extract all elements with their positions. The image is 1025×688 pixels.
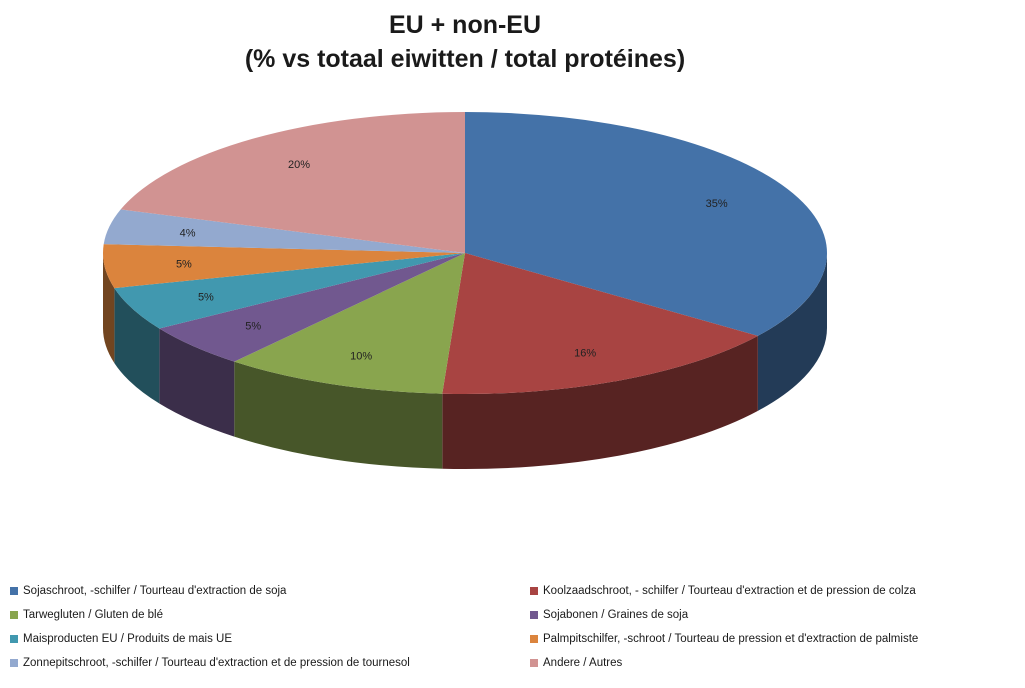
legend-label: Andere / Autres bbox=[543, 657, 623, 669]
legend-swatch bbox=[10, 611, 18, 619]
pie-slice-3 bbox=[234, 253, 465, 394]
pie-labels: 35% 16% 10% 5% 5% 5% 4% 20% bbox=[176, 159, 728, 362]
pie-slice-side-4 bbox=[159, 328, 235, 437]
legend-swatch bbox=[530, 611, 538, 619]
pie-slice-side-2 bbox=[442, 335, 758, 469]
legend-label: Koolzaadschroot, - schilfer / Tourteau d… bbox=[543, 585, 916, 597]
pie-slice-7 bbox=[103, 209, 465, 253]
legend-label: Zonnepitschroot, -schilfer / Tourteau d'… bbox=[23, 657, 410, 669]
pie-slice-8 bbox=[120, 112, 466, 253]
legend-swatch bbox=[530, 587, 538, 595]
chart-title-line-2: (% vs totaal eiwitten / total protéines) bbox=[244, 45, 686, 73]
legend-item-3: Tarwegluten / Gluten de blé bbox=[10, 607, 163, 623]
pie-slice-side-5 bbox=[114, 288, 160, 404]
legend-label: Sojaschroot, -schilfer / Tourteau d'extr… bbox=[23, 585, 287, 597]
pie-sides bbox=[103, 253, 827, 469]
pie-slice-6 bbox=[102, 244, 465, 289]
slice-value-label-4: 5% bbox=[245, 321, 261, 333]
legend-item-1: Sojaschroot, -schilfer / Tourteau d'extr… bbox=[10, 583, 286, 599]
legend-item-6: Palmpitschilfer, -schroot / Tourteau de … bbox=[530, 631, 918, 647]
pie-slice-4 bbox=[159, 253, 466, 362]
legend-swatch bbox=[10, 659, 18, 667]
slice-value-label-5: 5% bbox=[198, 292, 214, 304]
pie-slice-2 bbox=[442, 253, 758, 394]
pie-slice-5 bbox=[114, 253, 465, 329]
legend-label: Palmpitschilfer, -schroot / Tourteau de … bbox=[543, 633, 919, 645]
legend-item-5: Maisproducten EU / Produits de mais UE bbox=[10, 631, 232, 647]
slice-value-label-6: 5% bbox=[176, 258, 192, 270]
slice-value-label-1: 35% bbox=[706, 198, 728, 210]
pie-chart: 35% 16% 10% 5% 5% 5% 4% 20% bbox=[102, 112, 827, 469]
legend-swatch bbox=[10, 635, 18, 643]
slice-value-label-7: 4% bbox=[180, 227, 196, 239]
legend-label: Maisproducten EU / Produits de mais UE bbox=[23, 633, 233, 645]
legend-item-2: Koolzaadschroot, - schilfer / Tourteau d… bbox=[530, 583, 916, 599]
slice-value-label-2: 16% bbox=[574, 348, 596, 360]
legend-label: Tarwegluten / Gluten de blé bbox=[23, 609, 164, 621]
legend-item-7: Zonnepitschroot, -schilfer / Tourteau d'… bbox=[10, 655, 410, 671]
legend-swatch bbox=[10, 587, 18, 595]
slice-value-label-3: 10% bbox=[350, 350, 372, 362]
pie-tops bbox=[102, 112, 827, 394]
pie-slice-side-1 bbox=[757, 253, 827, 411]
pie-slice-side-3 bbox=[234, 361, 443, 469]
pie-slice-1 bbox=[465, 112, 827, 336]
pie-slice-side-6 bbox=[103, 253, 115, 364]
chart-title-line-1: EU + non-EU bbox=[388, 11, 542, 39]
chart-title: EU + non-EU (% vs totaal eiwitten / tota… bbox=[0, 8, 930, 76]
legend-swatch bbox=[530, 659, 538, 667]
slice-value-label-8: 20% bbox=[288, 159, 310, 171]
legend-swatch bbox=[530, 635, 538, 643]
legend-item-8: Andere / Autres bbox=[530, 655, 622, 671]
legend-label: Sojabonen / Graines de soja bbox=[543, 609, 689, 621]
legend-item-4: Sojabonen / Graines de soja bbox=[530, 607, 688, 623]
